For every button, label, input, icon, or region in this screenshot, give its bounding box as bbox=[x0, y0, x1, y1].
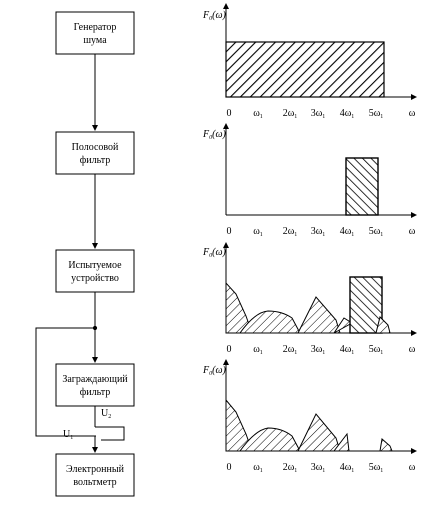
x-tick-label: ω bbox=[409, 462, 416, 473]
y-axis-label: F0(ω) bbox=[202, 129, 227, 141]
block-noise-generator: Генератор шума bbox=[55, 11, 135, 55]
x-tick-label: 2ω1 bbox=[283, 226, 298, 238]
x-tick-label: 4ω1 bbox=[340, 226, 355, 238]
x-tick-label: 3ω1 bbox=[311, 108, 326, 120]
u2-label: U2 bbox=[101, 408, 111, 420]
notch-filter-line1: Заграждающий bbox=[62, 374, 128, 385]
x-tick-labels: 0 ω1 2ω1 3ω1 4ω1 5ω1 ω bbox=[227, 462, 416, 474]
spectrum-plot-notch: F0(ω) 0 ω1 2ω1 3ω1 4ω1 5ω1 ω bbox=[202, 359, 417, 474]
dut-hump-omega1 bbox=[239, 310, 301, 334]
spectrum-plot-noise: F0(ω) 0 ω1 2ω1 3ω1 4ω1 5ω1 ω bbox=[202, 3, 417, 120]
block-notch-filter: Заграждающий фильтр bbox=[55, 363, 135, 407]
x-tick-label: 4ω1 bbox=[340, 108, 355, 120]
x-tick-labels: 0 ω1 2ω1 3ω1 4ω1 5ω1 ω bbox=[227, 226, 416, 238]
spectrum-plot-bandpass: F0(ω) 0 ω1 2ω1 3ω1 4ω1 5ω1 ω bbox=[202, 123, 417, 238]
noise-generator-line1: Генератор bbox=[74, 22, 117, 33]
block-electronic-voltmeter: Электронный вольтметр bbox=[55, 453, 135, 497]
x-tick-label: 2ω1 bbox=[283, 462, 298, 474]
x-tick-label: 3ω1 bbox=[311, 226, 326, 238]
x-tick-label: 5ω1 bbox=[369, 344, 384, 356]
noise-spectrum-area bbox=[225, 41, 385, 98]
u1-label: U1 bbox=[63, 429, 73, 441]
device-under-test-line2: устройство bbox=[71, 273, 119, 284]
voltmeter-line2: вольтметр bbox=[73, 477, 116, 488]
dut-small-peak bbox=[333, 317, 353, 334]
x-tick-label: ω1 bbox=[253, 344, 263, 356]
x-tick-label: ω bbox=[409, 226, 416, 237]
x-tick-label: 2ω1 bbox=[283, 344, 298, 356]
y-axis-label: F0(ω) bbox=[202, 10, 227, 22]
notch-tail bbox=[379, 438, 393, 452]
notch-hump-omega1 bbox=[239, 427, 301, 452]
x-tick-label: 0 bbox=[227, 108, 232, 119]
x-tick-labels: 0 ω1 2ω1 3ω1 4ω1 5ω1 ω bbox=[227, 344, 416, 356]
x-tick-label: 0 bbox=[227, 462, 232, 473]
x-tick-label: 5ω1 bbox=[369, 226, 384, 238]
x-tick-label: 5ω1 bbox=[369, 462, 384, 474]
block-bandpass-filter: Полосовой фильтр bbox=[55, 131, 135, 175]
band-spectrum-area bbox=[345, 157, 379, 216]
x-tick-label: ω1 bbox=[253, 462, 263, 474]
dut-band-area bbox=[349, 276, 383, 334]
x-tick-label: 3ω1 bbox=[311, 344, 326, 356]
noise-generator-line2: шума bbox=[83, 35, 107, 46]
x-tick-label: ω bbox=[409, 108, 416, 119]
voltmeter-line1: Электронный bbox=[66, 464, 125, 475]
dut-peak-3omega bbox=[297, 296, 341, 334]
y-axis-label: F0(ω) bbox=[202, 365, 227, 377]
dut-tail bbox=[375, 316, 391, 334]
notch-small-peak bbox=[332, 432, 350, 452]
wire-bypass-loop bbox=[35, 327, 96, 437]
spectrum-plot-dut: F0(ω) 0 ω1 2ω1 3ω1 4ω1 5ω1 ω bbox=[202, 242, 417, 356]
y-axis-label: F0(ω) bbox=[202, 247, 227, 259]
block-diagram: Генератор шума Полосовой фильтр Испытуем… bbox=[35, 11, 135, 497]
x-tick-labels: 0 ω1 2ω1 3ω1 4ω1 5ω1 ω bbox=[227, 108, 416, 120]
bandpass-filter-line1: Полосовой bbox=[72, 142, 119, 153]
x-tick-label: 0 bbox=[227, 344, 232, 355]
block-device-under-test: Испытуемое устройство bbox=[55, 249, 135, 293]
x-tick-label: ω1 bbox=[253, 226, 263, 238]
x-tick-label: 0 bbox=[227, 226, 232, 237]
notch-filter-line2: фильтр bbox=[80, 387, 111, 398]
x-tick-label: 3ω1 bbox=[311, 462, 326, 474]
x-tick-label: 2ω1 bbox=[283, 108, 298, 120]
x-tick-label: ω1 bbox=[253, 108, 263, 120]
wire-u2-contact bbox=[95, 426, 125, 441]
device-under-test-line1: Испытуемое bbox=[68, 260, 122, 271]
x-tick-label: 5ω1 bbox=[369, 108, 384, 120]
notch-peak-3omega bbox=[297, 413, 341, 452]
x-tick-label: 4ω1 bbox=[340, 462, 355, 474]
connections bbox=[35, 54, 125, 453]
x-tick-label: ω bbox=[409, 344, 416, 355]
bandpass-filter-line2: фильтр bbox=[80, 155, 111, 166]
x-tick-label: 4ω1 bbox=[340, 344, 355, 356]
